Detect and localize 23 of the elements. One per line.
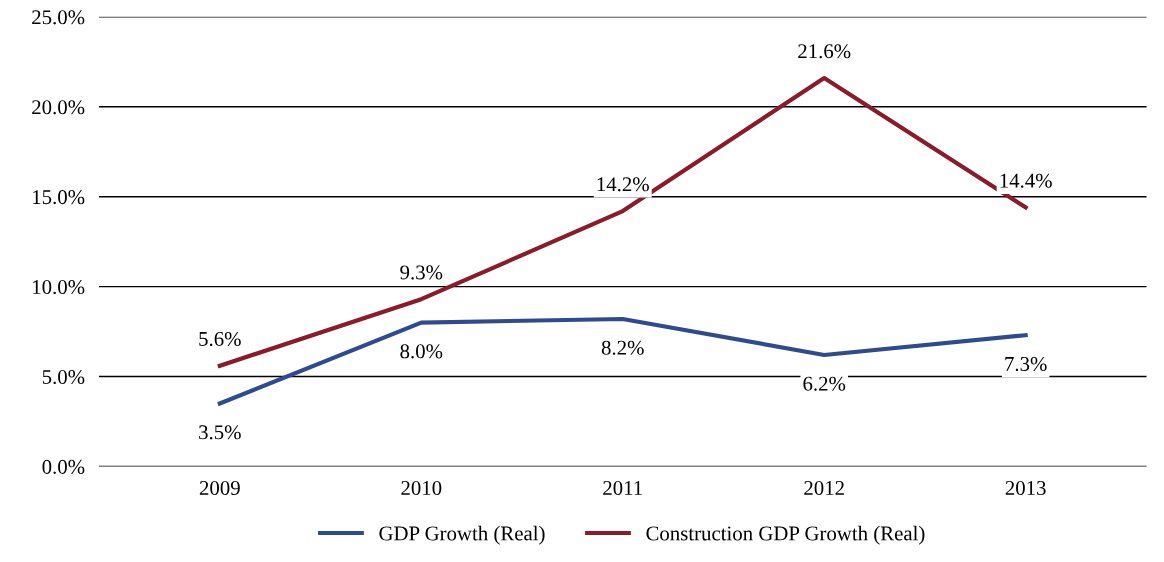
data-label: 6.2% (803, 376, 846, 391)
data-label: 3.5% (199, 425, 241, 440)
data-label: 7.3% (1005, 356, 1047, 372)
data-label: 21.6% (798, 44, 851, 59)
y-tick-label: 20.0% (32, 100, 85, 115)
x-tick-label: 2010 (401, 480, 442, 496)
data-label: 8.0% (400, 344, 443, 359)
y-tick-label: 0.0% (42, 459, 85, 474)
y-tick-label: 5.0% (42, 369, 85, 385)
x-tick-label: 2012 (804, 480, 844, 496)
data-label: 5.6% (199, 331, 241, 347)
x-tick-label: 2013 (1005, 480, 1046, 496)
data-label: 14.4% (1000, 173, 1052, 188)
x-tick-label: 2009 (199, 480, 240, 496)
x-tick-label: 2011 (603, 480, 642, 496)
legend-label: Construction GDP Growth (Real) (646, 525, 925, 545)
data-label: 8.2% (601, 340, 644, 355)
data-label: 14.2% (597, 177, 649, 192)
data-label: 9.3% (400, 265, 443, 280)
y-tick-label: 15.0% (33, 190, 85, 205)
y-tick-label: 25.0% (32, 10, 85, 25)
legend-label: GDP Growth (Real) (379, 525, 545, 545)
y-tick-label: 10.0% (33, 279, 85, 295)
